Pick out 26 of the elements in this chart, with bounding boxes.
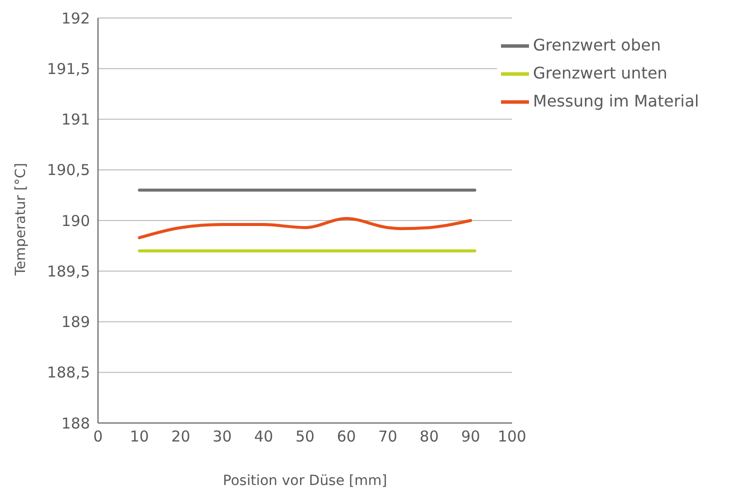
- y-tick-label: 189,5: [47, 262, 90, 280]
- y-tick-label: 190: [61, 212, 90, 230]
- y-tick-label: 190,5: [47, 161, 90, 180]
- x-tick-label: 100: [498, 428, 526, 446]
- y-tick-label: 191: [61, 110, 90, 129]
- y-tick-label: 188,5: [47, 364, 90, 382]
- line-series: [138, 216, 472, 240]
- x-tick-label: 20: [171, 428, 190, 446]
- y-tick-label: 191,5: [47, 60, 90, 78]
- x-tick-label: 70: [378, 428, 398, 446]
- x-tick-label: 90: [461, 428, 480, 446]
- x-tick-label: 50: [295, 428, 315, 446]
- x-tick-label: 40: [254, 428, 274, 446]
- x-axis-title: Position vor Düse [mm]: [222, 472, 388, 489]
- legend-label: Grenzwert oben: [533, 35, 661, 54]
- y-tick-label: 192: [61, 9, 90, 28]
- y-axis-title: Temperatur [°C]: [12, 162, 29, 276]
- x-tick-label: 30: [212, 428, 232, 446]
- x-tick-label: 60: [336, 428, 356, 446]
- y-tick-label: 188: [61, 414, 90, 432]
- legend-label: Grenzwert unten: [533, 63, 668, 82]
- y-tick-label: 189: [61, 313, 90, 332]
- x-tick-label: 80: [420, 428, 439, 446]
- x-tick-label: 10: [130, 428, 149, 446]
- legend-label: Messung im Material: [533, 91, 699, 110]
- x-tick-label: 0: [93, 428, 103, 446]
